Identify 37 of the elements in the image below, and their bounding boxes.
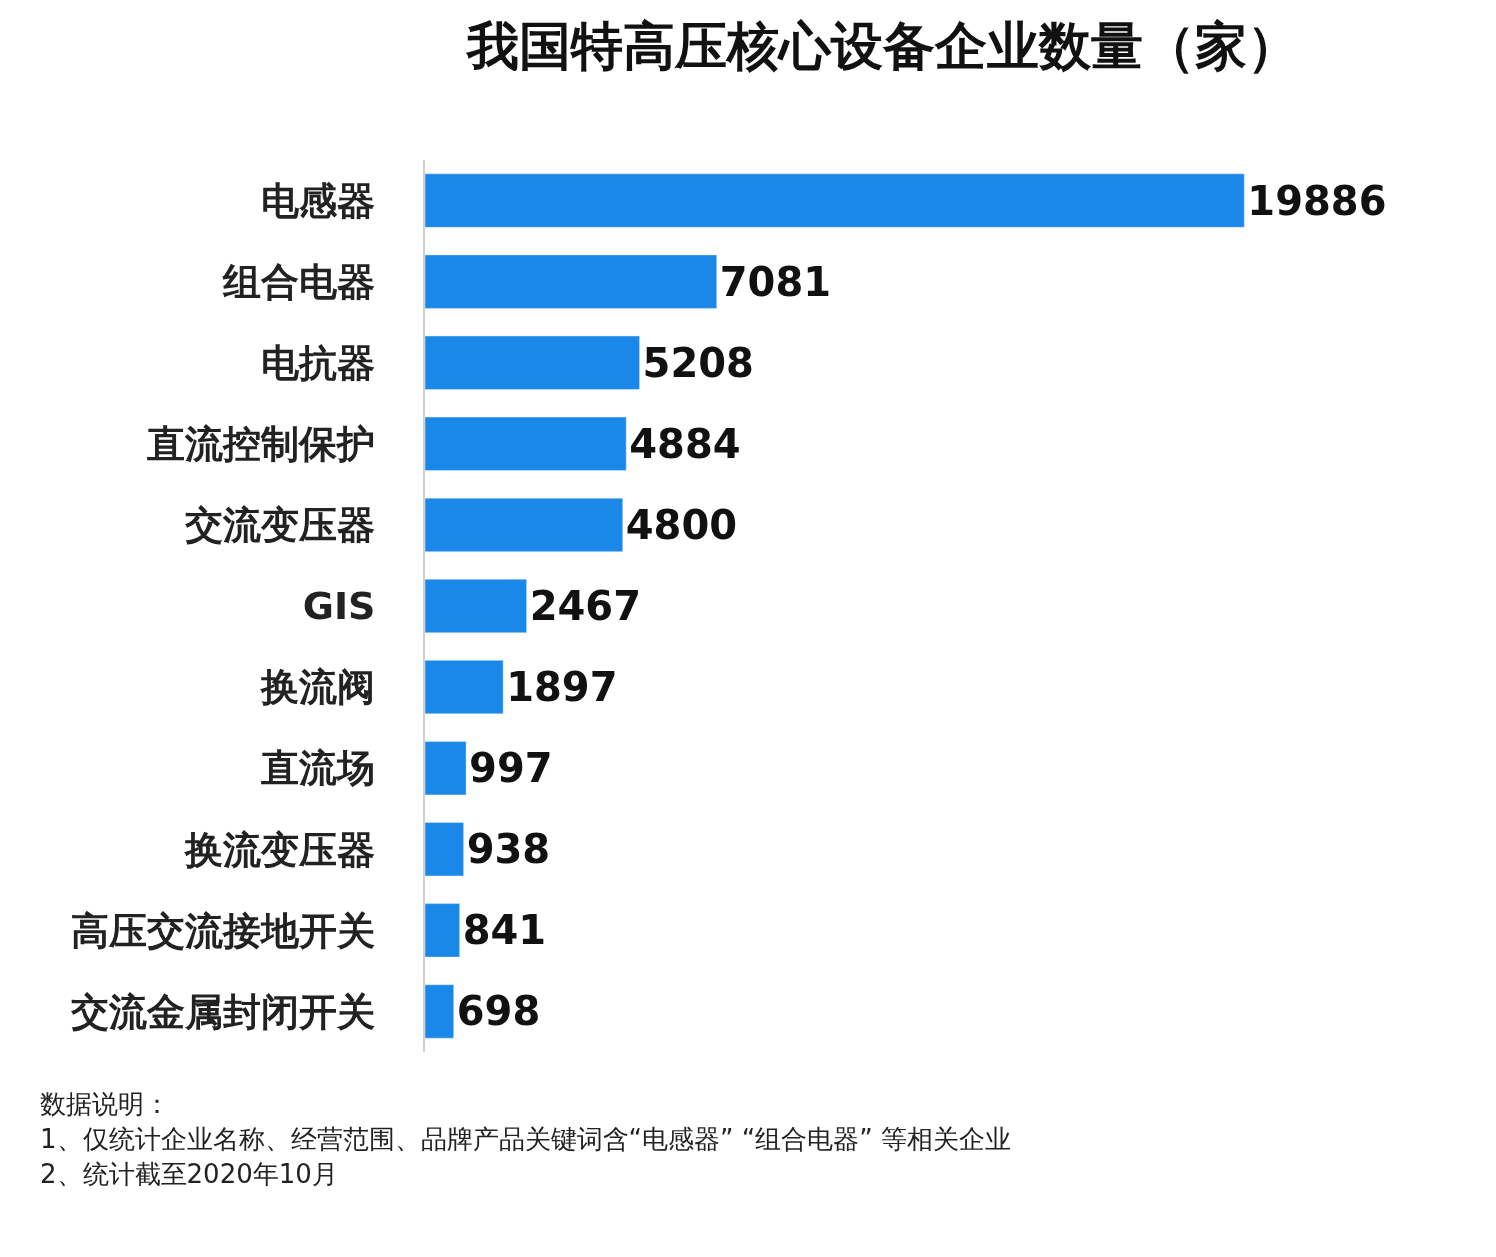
bar <box>425 903 460 958</box>
chart-title: 我国特高压核心设备企业数量（家） <box>465 16 1300 77</box>
data-label: 4884 <box>629 420 741 467</box>
data-label: 4800 <box>625 501 738 548</box>
data-label: 698 <box>456 988 541 1035</box>
text: 2、统计截至2020年10月 <box>40 1159 338 1189</box>
bar <box>425 984 455 1039</box>
data-label: 841 <box>462 907 547 954</box>
bar <box>425 660 504 715</box>
y-tick-label: 电抗器 <box>261 341 376 386</box>
y-tick-label: 交流金属封闭开关 <box>70 989 376 1034</box>
bar <box>425 416 627 471</box>
y-tick-label: 交流变压器 <box>184 503 376 548</box>
bar <box>425 741 467 796</box>
data-label: 997 <box>469 745 553 792</box>
y-tick-label: 换流阀 <box>260 665 376 710</box>
text: 数据说明： <box>40 1089 170 1119</box>
bar <box>425 173 1245 228</box>
bar <box>425 254 717 309</box>
y-tick-label: 直流场 <box>260 746 376 791</box>
data-label: 1897 <box>506 664 618 711</box>
data-label: 19886 <box>1247 177 1387 224</box>
data-label: 2467 <box>529 583 641 629</box>
y-tick-label: 组合电器 <box>222 259 376 304</box>
bar <box>425 822 464 877</box>
y-tick-label: GIS <box>302 584 376 629</box>
y-tick-label: 高压交流接地开关 <box>71 908 376 953</box>
text: 1、仅统计企业名称、经营范围、品牌产品关键词含“电感器” “组合电器” 等相关企业 <box>40 1124 1011 1154</box>
data-label: 5208 <box>642 339 754 386</box>
bar <box>425 578 527 634</box>
data-label: 938 <box>466 826 551 873</box>
y-tick-label: 直流控制保护 <box>146 422 376 467</box>
bar <box>425 497 624 552</box>
y-tick-label: 电感器 <box>261 178 376 223</box>
data-label: 7081 <box>719 258 832 305</box>
bar <box>425 335 640 390</box>
y-tick-label: 换流变压器 <box>184 827 376 872</box>
